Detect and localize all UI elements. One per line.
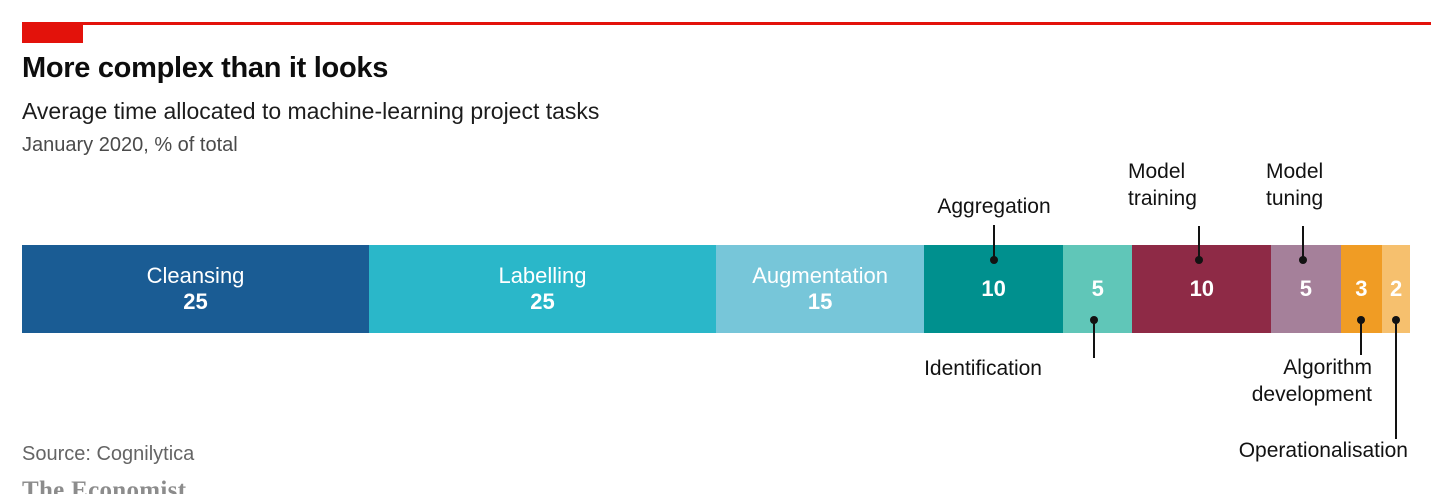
bar-segment-cleansing: Cleansing 25 (22, 245, 369, 333)
segment-value: 5 (1299, 276, 1313, 301)
leader-dot-identification (1090, 316, 1098, 324)
leader-line-identification (1093, 320, 1095, 358)
segment-label: Augmentation (752, 263, 888, 288)
callout-label-aggregation: Aggregation (937, 195, 1051, 218)
callout-label-identification: Identification (924, 357, 1042, 380)
leader-dot-model-training (1195, 256, 1203, 264)
segment-value: 25 (183, 289, 208, 314)
callout-label-model-tuning: Model tuning (1266, 160, 1324, 210)
leader-dot-aggregation (990, 256, 998, 264)
economist-wordmark: The Economist (22, 477, 187, 494)
stacked-bar: Cleansing 25 Labelling 25 Augmentation 15 10 5 1… (22, 245, 1411, 333)
chart-subtitle: Average time allocated to machine-learni… (22, 98, 600, 124)
bar-segment-augmentation: Augmentation 15 (716, 245, 925, 333)
segment-value: 25 (530, 289, 555, 314)
bar-segment-labelling: Labelling 25 (369, 245, 716, 333)
segment-label: Cleansing (146, 263, 245, 288)
leader-line-aggregation (993, 225, 995, 261)
segment-value: 3 (1355, 276, 1368, 301)
callout-label-model-training: Model training (1128, 160, 1197, 210)
source-note: Source: Cognilytica (22, 443, 195, 465)
leader-line-model-tuning (1302, 226, 1304, 261)
page-title: More complex than it looks (22, 52, 389, 84)
segment-value: 15 (807, 289, 833, 314)
chart-period: January 2020, % of total (22, 134, 238, 156)
callout-label-algorithm-development: Algorithm development (1251, 356, 1372, 406)
leader-line-operationalisation (1395, 320, 1397, 439)
segment-value: 2 (1390, 276, 1403, 301)
leader-line-model-training (1198, 226, 1200, 261)
chart-area: Cleansing 25 Labelling 25 Augmentation 15 10 5 1… (0, 140, 1431, 470)
segment-label: Labelling (498, 263, 587, 288)
top-rule (22, 22, 1431, 25)
leader-dot-algorithm-development (1357, 316, 1365, 324)
segment-value: 5 (1091, 276, 1104, 301)
leader-dot-operationalisation (1392, 316, 1400, 324)
segment-value: 10 (1189, 276, 1215, 301)
leader-line-algorithm-development (1360, 320, 1362, 355)
economist-red-tab (22, 22, 83, 43)
callout-label-operationalisation: Operationalisation (1238, 439, 1408, 462)
leader-dot-model-tuning (1299, 256, 1307, 264)
segment-value: 10 (981, 276, 1006, 301)
